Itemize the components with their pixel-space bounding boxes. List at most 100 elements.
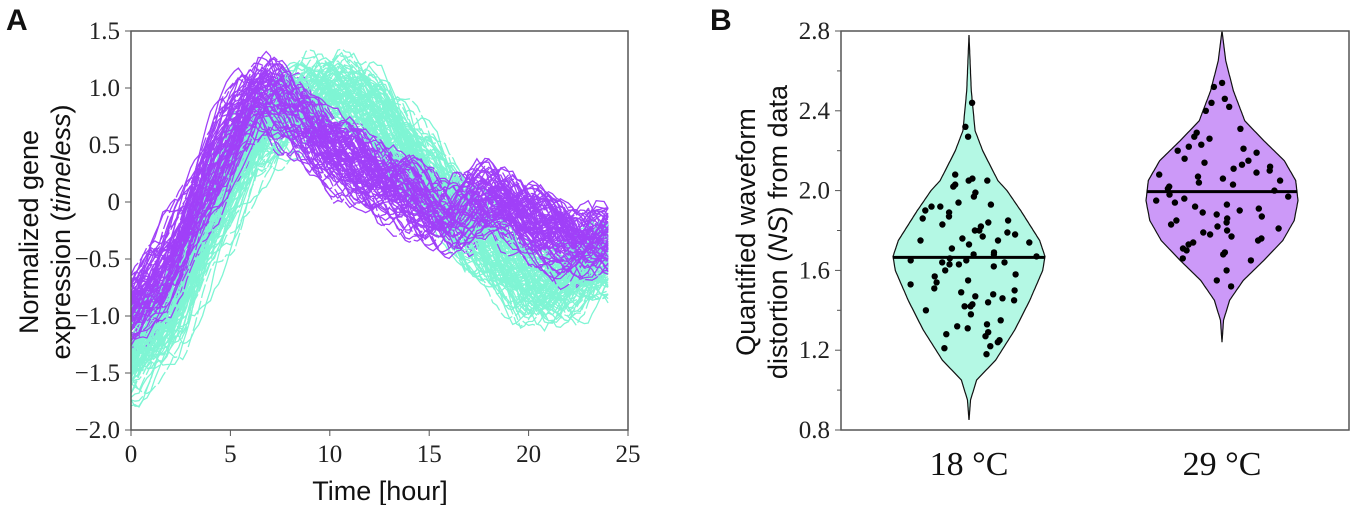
y-tick-label: 2.0	[799, 178, 830, 205]
series-1-curve	[130, 93, 609, 318]
data-point	[959, 235, 966, 242]
data-point	[1240, 145, 1247, 152]
data-point	[1004, 229, 1011, 236]
data-point	[1219, 175, 1227, 182]
data-point	[1213, 277, 1221, 284]
series-0-curve	[130, 76, 609, 350]
series-1-curve	[130, 86, 609, 337]
data-point	[964, 325, 971, 332]
data-point	[1275, 225, 1282, 232]
data-point	[1253, 149, 1260, 156]
ylabel-a-suffix: )	[46, 104, 76, 113]
data-point	[983, 321, 991, 328]
panel-b-label: B	[710, 4, 732, 37]
data-point	[984, 177, 991, 184]
data-point	[990, 291, 997, 298]
data-point	[1179, 255, 1187, 262]
data-point	[1010, 297, 1018, 304]
panel-b-ylabel-line2: distortion (NS) from data	[763, 84, 793, 379]
data-point	[943, 331, 950, 338]
data-point	[1253, 169, 1260, 176]
y-tick-label: −1.5	[75, 360, 120, 387]
x-tick-label: 10	[317, 441, 342, 468]
data-point	[1276, 177, 1284, 184]
data-point	[1004, 217, 1012, 224]
panel-b-violins	[892, 30, 1299, 421]
ylabel-b-prefix: distortion (	[763, 253, 793, 379]
data-point	[939, 259, 946, 266]
data-point	[922, 307, 930, 314]
series-1-curve	[130, 63, 609, 305]
data-point	[967, 311, 975, 318]
data-point	[968, 99, 976, 107]
series-1-curve	[130, 73, 609, 282]
data-point	[945, 213, 953, 220]
data-point	[1285, 193, 1292, 200]
y-tick-label: 0.8	[799, 417, 830, 444]
series-0-curve	[130, 83, 609, 361]
series-1-curve	[130, 88, 609, 323]
data-point	[931, 273, 938, 280]
data-point	[917, 237, 924, 244]
data-point	[1185, 143, 1193, 150]
data-point	[963, 257, 970, 264]
data-point	[1271, 187, 1278, 194]
y-tick-label: 1.5	[89, 18, 120, 45]
data-point	[1156, 171, 1163, 178]
y-tick-label: 1.0	[89, 75, 120, 102]
data-point	[1228, 233, 1235, 240]
data-point	[1206, 231, 1214, 238]
data-point	[1258, 213, 1266, 220]
data-point	[952, 171, 959, 178]
data-point	[1001, 259, 1008, 266]
x-tick-label: 20	[516, 441, 541, 468]
data-point	[1011, 287, 1018, 294]
data-point	[1210, 83, 1218, 91]
y-tick-label: 2.8	[799, 18, 830, 45]
series-1-curve	[130, 96, 609, 312]
data-point	[1191, 133, 1198, 140]
y-tick-label: 0	[108, 189, 121, 216]
data-point	[965, 241, 973, 248]
data-point	[1171, 199, 1179, 206]
data-point	[1191, 203, 1199, 210]
data-point	[941, 345, 948, 352]
data-point	[999, 295, 1006, 302]
data-point	[1195, 179, 1203, 186]
data-point	[931, 285, 938, 292]
data-point	[1185, 241, 1192, 248]
data-point	[1012, 271, 1019, 278]
data-point	[1245, 157, 1252, 164]
x-tick-label: 5	[224, 441, 237, 468]
data-point	[970, 193, 978, 200]
data-point	[1223, 267, 1230, 274]
data-point	[946, 255, 953, 262]
panel-b-ticks: 0.8 1.2 1.6 2.0 2.4 2.8	[799, 18, 841, 444]
panel-a-ticks: 0 5 10 15 20 25 −2.0 −1.5 −1.0 −0.5 0 0.5 1.0 1.5	[75, 18, 641, 468]
x-tick-label: 15	[417, 441, 442, 468]
data-point	[1167, 221, 1175, 228]
data-point	[1236, 207, 1243, 214]
data-point	[952, 181, 959, 188]
x-tick-label: 0	[125, 441, 138, 468]
data-point	[964, 277, 972, 284]
data-point	[1229, 181, 1237, 188]
data-point	[990, 263, 997, 270]
data-point	[1194, 173, 1202, 180]
data-point	[994, 237, 1002, 244]
data-point	[1221, 95, 1229, 103]
data-point	[907, 281, 914, 288]
data-point	[1230, 165, 1237, 172]
data-point	[946, 261, 953, 268]
ylabel-b-suffix: ) from data	[763, 84, 793, 216]
series-1-curve	[130, 83, 609, 311]
data-point	[962, 123, 969, 130]
data-point	[1183, 247, 1190, 254]
panel-a-frame	[130, 30, 629, 431]
data-point	[922, 207, 929, 214]
data-point	[955, 261, 963, 268]
y-tick-label: 2.4	[799, 98, 831, 125]
y-tick-label: 0.5	[89, 132, 120, 159]
data-point	[1227, 283, 1235, 290]
